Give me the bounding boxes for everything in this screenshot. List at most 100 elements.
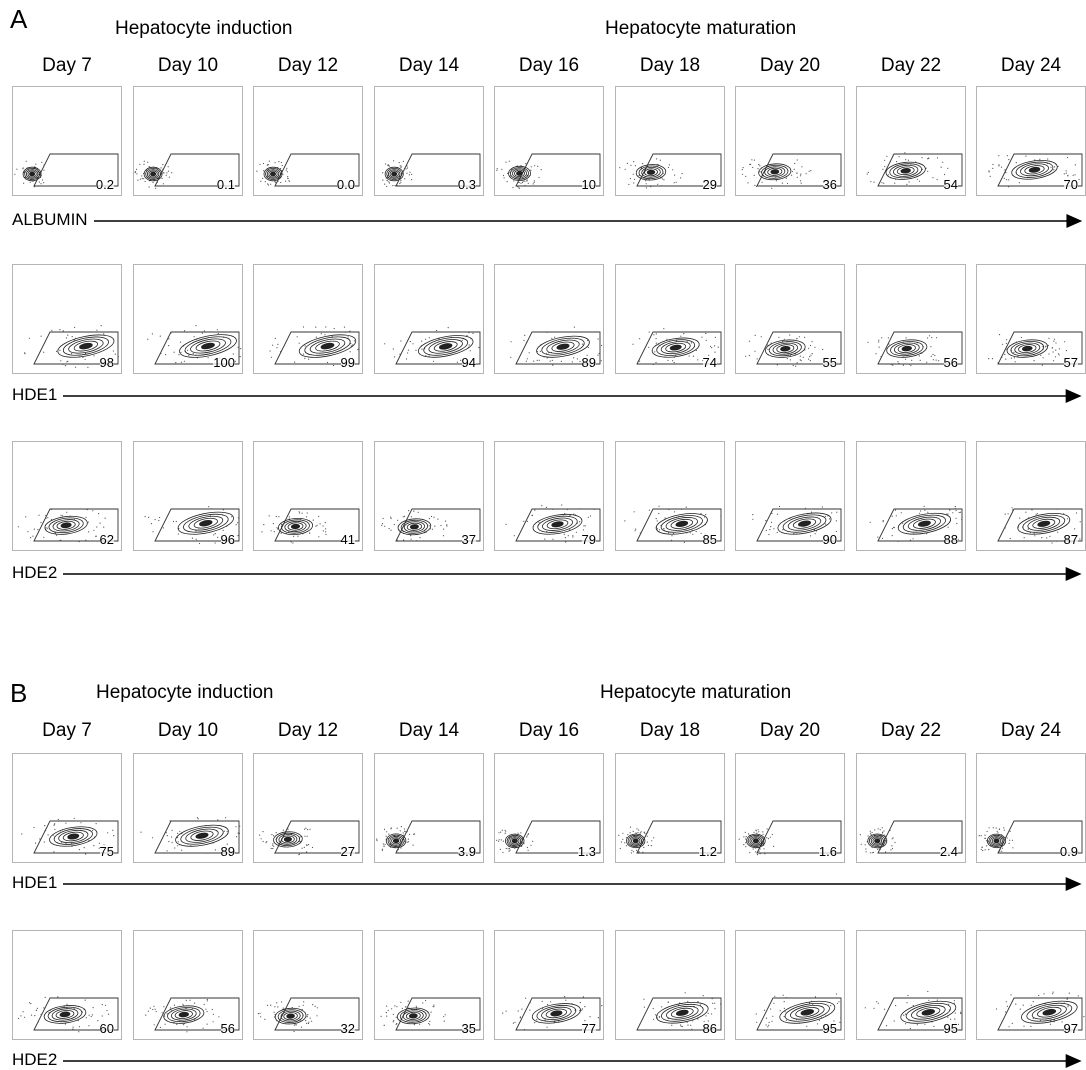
panel_b-axis-label-1: HDE2 — [12, 1050, 58, 1069]
panel_a-plot-hde2-5: 85 — [615, 441, 725, 551]
event-dot — [551, 337, 553, 339]
event-dot — [646, 841, 648, 843]
event-dot — [770, 342, 772, 344]
event-dot — [212, 1021, 214, 1023]
contour-line — [281, 519, 310, 534]
event-dot — [650, 845, 652, 847]
event-dot — [779, 1010, 781, 1012]
event-dot — [270, 356, 273, 358]
event-dot — [160, 167, 162, 169]
event-dot — [584, 525, 586, 527]
plot-frame — [735, 930, 845, 1040]
event-dot — [873, 1007, 875, 1009]
event-dot — [50, 508, 52, 511]
event-dot — [745, 846, 747, 848]
contour-line — [656, 339, 696, 356]
event-dot — [401, 1007, 403, 1010]
contour-line — [148, 170, 158, 178]
event-dot — [1012, 847, 1014, 849]
event-dot — [927, 990, 929, 993]
contour-plot-graphic — [133, 753, 243, 863]
event-dot — [1005, 1001, 1007, 1003]
event-dot — [41, 179, 44, 181]
event-dot — [552, 538, 554, 540]
panel_b-plot-hde2-2: 32 — [253, 930, 363, 1040]
event-dot — [940, 166, 942, 168]
event-dot — [639, 832, 641, 834]
contour-line — [638, 165, 664, 180]
event-dot — [771, 1020, 773, 1022]
event-dot — [587, 339, 589, 342]
panel_a-plot-albumin-5: 29 — [615, 86, 725, 196]
event-dot — [237, 522, 239, 524]
event-dot — [386, 1015, 388, 1017]
event-dot — [888, 343, 890, 345]
event-dot — [24, 353, 26, 355]
event-dot — [541, 1000, 543, 1003]
gate-outline — [877, 997, 963, 1031]
event-dot — [344, 331, 346, 333]
event-dot — [830, 1005, 832, 1007]
event-dot — [637, 851, 640, 853]
event-dot — [745, 836, 747, 838]
event-dot — [1025, 511, 1027, 513]
event-dot — [1000, 166, 1003, 168]
contour-line — [439, 343, 453, 350]
event-dot — [43, 182, 45, 184]
contour-plot-graphic — [12, 441, 122, 551]
plot-frame — [856, 753, 966, 863]
event-dot — [163, 1006, 165, 1008]
event-dot — [103, 526, 105, 528]
event-dot — [260, 180, 262, 182]
event-dot — [810, 354, 812, 356]
event-dot — [870, 834, 872, 836]
event-dot — [47, 517, 49, 519]
event-dot — [527, 849, 529, 851]
event-dot — [1004, 353, 1006, 356]
event-dot — [581, 1008, 583, 1010]
panel_a-plot-hde2-4: 79 — [494, 441, 604, 551]
event-dot — [656, 520, 658, 522]
event-dot — [394, 185, 396, 187]
event-dot — [717, 346, 719, 348]
gate-percentage: 36 — [822, 177, 837, 192]
event-dot — [268, 515, 270, 517]
event-dot — [98, 513, 100, 515]
contour-line — [1027, 516, 1061, 531]
event-dot — [176, 1023, 178, 1025]
event-dot — [40, 183, 42, 185]
contour-line — [402, 1010, 424, 1022]
contour-line — [389, 170, 399, 178]
event-dot — [714, 345, 716, 347]
event-dot — [652, 363, 654, 366]
event-dot — [266, 841, 268, 843]
event-dot — [758, 831, 760, 833]
event-dot — [655, 337, 657, 340]
event-dot — [896, 153, 898, 155]
event-dot — [394, 356, 396, 358]
event-dot — [506, 181, 508, 183]
event-dot — [988, 849, 990, 851]
event-dot — [43, 169, 45, 171]
event-dot — [203, 330, 205, 332]
event-dot — [101, 1015, 103, 1017]
contour-line — [68, 338, 104, 354]
event-dot — [96, 526, 98, 528]
event-dot — [743, 844, 745, 846]
event-dot — [656, 158, 658, 160]
contour-line — [772, 342, 799, 355]
event-dot — [305, 516, 308, 518]
event-dot — [954, 508, 956, 510]
event-dot — [382, 179, 384, 181]
event-dot — [386, 1005, 388, 1007]
event-dot — [259, 1012, 261, 1014]
event-dot — [597, 354, 599, 356]
gate-outline — [154, 820, 240, 854]
event-dot — [720, 515, 722, 517]
event-dot — [392, 1013, 394, 1015]
event-dot — [670, 539, 673, 541]
event-dot — [704, 516, 706, 518]
event-dot — [524, 184, 526, 187]
event-dot — [28, 337, 30, 339]
gate-outline — [274, 331, 360, 365]
